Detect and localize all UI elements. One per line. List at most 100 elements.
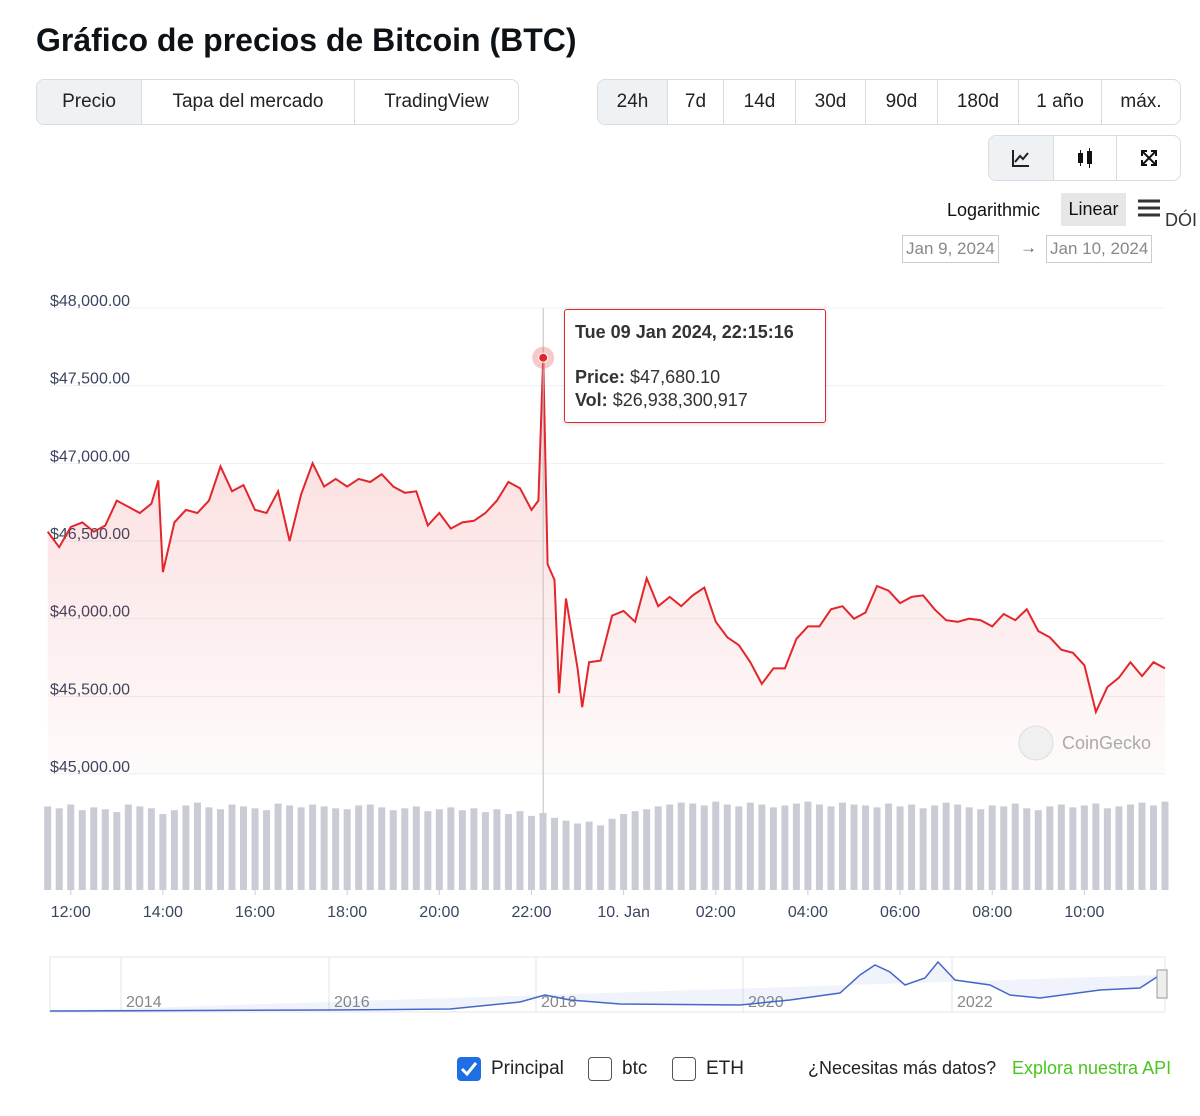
volume-bar <box>873 807 881 890</box>
tooltip-row: Vol: $26,938,300,917 <box>575 390 748 411</box>
volume-bar <box>758 804 766 890</box>
volume-bar <box>424 811 432 890</box>
range[interactable]: 7d <box>668 80 724 124</box>
candle-chart-button[interactable] <box>1054 136 1117 180</box>
volume-bar <box>78 810 86 890</box>
volume-bar <box>1092 803 1100 890</box>
volume-bar <box>1023 808 1031 890</box>
navigator-year: 2022 <box>957 994 993 1011</box>
menu-button[interactable] <box>1137 198 1161 218</box>
volume-bar <box>792 803 800 890</box>
x-tick-label: 06:00 <box>880 904 920 921</box>
volume-bar <box>723 804 731 890</box>
volume-bar <box>1149 805 1157 890</box>
volume-bar <box>735 806 743 890</box>
line-chart-button[interactable] <box>989 136 1054 180</box>
range[interactable]: 180d <box>938 80 1019 124</box>
checkbox[interactable] <box>672 1057 696 1081</box>
x-tick-label: 18:00 <box>327 904 367 921</box>
tooltip-value: $26,938,300,917 <box>612 390 748 410</box>
tab[interactable]: Precio <box>37 80 142 124</box>
volume-bar <box>988 805 996 890</box>
range[interactable]: 90d <box>866 80 938 124</box>
volume-bar <box>885 803 893 890</box>
check-icon <box>460 1062 478 1077</box>
api-link[interactable]: Explora nuestra API <box>1012 1058 1172 1078</box>
x-tick-label: 12:00 <box>51 904 91 921</box>
volume-bar <box>1011 803 1019 890</box>
checkbox[interactable] <box>457 1057 481 1081</box>
volume-bar <box>1161 801 1169 890</box>
hover-point <box>538 352 549 363</box>
menu-overflow: DÓI <box>1165 210 1198 230</box>
watermark: CoinGecko <box>1062 733 1151 753</box>
date-to[interactable]: Jan 10, 2024 <box>1046 235 1153 263</box>
volume-bar <box>1046 806 1054 890</box>
range[interactable]: máx. <box>1120 91 1162 112</box>
navigator-year: 2014 <box>126 994 162 1011</box>
tab[interactable]: TradingView <box>384 91 489 112</box>
tab[interactable]: Tapa del mercado <box>142 80 355 124</box>
volume-bar <box>378 807 386 890</box>
range[interactable]: 24h <box>598 80 668 124</box>
checkbox[interactable] <box>588 1057 612 1081</box>
price-line <box>46 357 1166 715</box>
volume-bar <box>435 809 443 890</box>
x-tick-label: 10. Jan <box>597 904 649 921</box>
volume-bar <box>90 807 98 890</box>
volume-bar <box>216 809 224 890</box>
volume-bar <box>551 817 559 890</box>
volume-bar <box>850 804 858 890</box>
volume-bar <box>389 810 397 890</box>
volume-bar <box>608 818 616 890</box>
volume-bar <box>919 808 927 890</box>
volume-bar <box>124 804 132 890</box>
scale-option[interactable]: Logarithmic <box>947 200 1041 220</box>
volume-bar <box>67 804 75 890</box>
volume-bar <box>297 807 305 890</box>
volume-bar <box>631 811 639 890</box>
volume-bar <box>320 806 328 890</box>
volume-bar <box>677 802 685 890</box>
navigator: 2014 2016 2018 2020 2022 <box>49 956 1168 1013</box>
range[interactable]: 30d <box>796 80 866 124</box>
navigator-year: 2018 <box>541 994 577 1011</box>
scale-option[interactable]: Linear <box>1061 193 1126 226</box>
y-tick-label: $48,000.00 <box>50 293 130 310</box>
volume-bar <box>332 808 340 890</box>
volume-bar <box>965 807 973 890</box>
volume-bar <box>44 806 52 890</box>
volume-bar <box>942 802 950 890</box>
volume-bar <box>493 809 501 890</box>
tooltip-row: Price: $47,680.10 <box>575 367 720 388</box>
volume-bar <box>170 810 178 890</box>
volume-bar <box>620 814 628 890</box>
volume-bar <box>908 804 916 890</box>
checkbox-label: ETH <box>706 1058 744 1079</box>
volume-bar <box>643 809 651 890</box>
volume-bar <box>343 809 351 890</box>
volume-bar <box>1034 810 1042 890</box>
volume-bar <box>977 809 985 890</box>
api-question: ¿Necesitas más datos? <box>808 1058 997 1078</box>
volume-bar <box>504 814 512 890</box>
range[interactable]: 1 año <box>1019 80 1102 124</box>
range-group: 24h 7d 14d 30d 90d 180d 1 año máx. <box>597 79 1181 125</box>
volume-bar <box>781 805 789 890</box>
checkbox-label: Principal <box>491 1058 564 1079</box>
icon <box>1012 150 1029 167</box>
icon <box>1078 148 1092 168</box>
volume-bar <box>470 808 478 890</box>
volume-bar <box>274 803 282 890</box>
volume-bar <box>1103 808 1111 890</box>
x-tick-label: 16:00 <box>235 904 275 921</box>
volume-bar <box>1000 806 1008 890</box>
y-tick-label: $47,500.00 <box>50 371 130 388</box>
date-from[interactable]: Jan 9, 2024 <box>902 235 999 263</box>
volume-bar <box>562 820 570 890</box>
volume-bar <box>159 814 167 890</box>
fullscreen-button[interactable] <box>1117 136 1180 180</box>
range[interactable]: 14d <box>724 80 796 124</box>
